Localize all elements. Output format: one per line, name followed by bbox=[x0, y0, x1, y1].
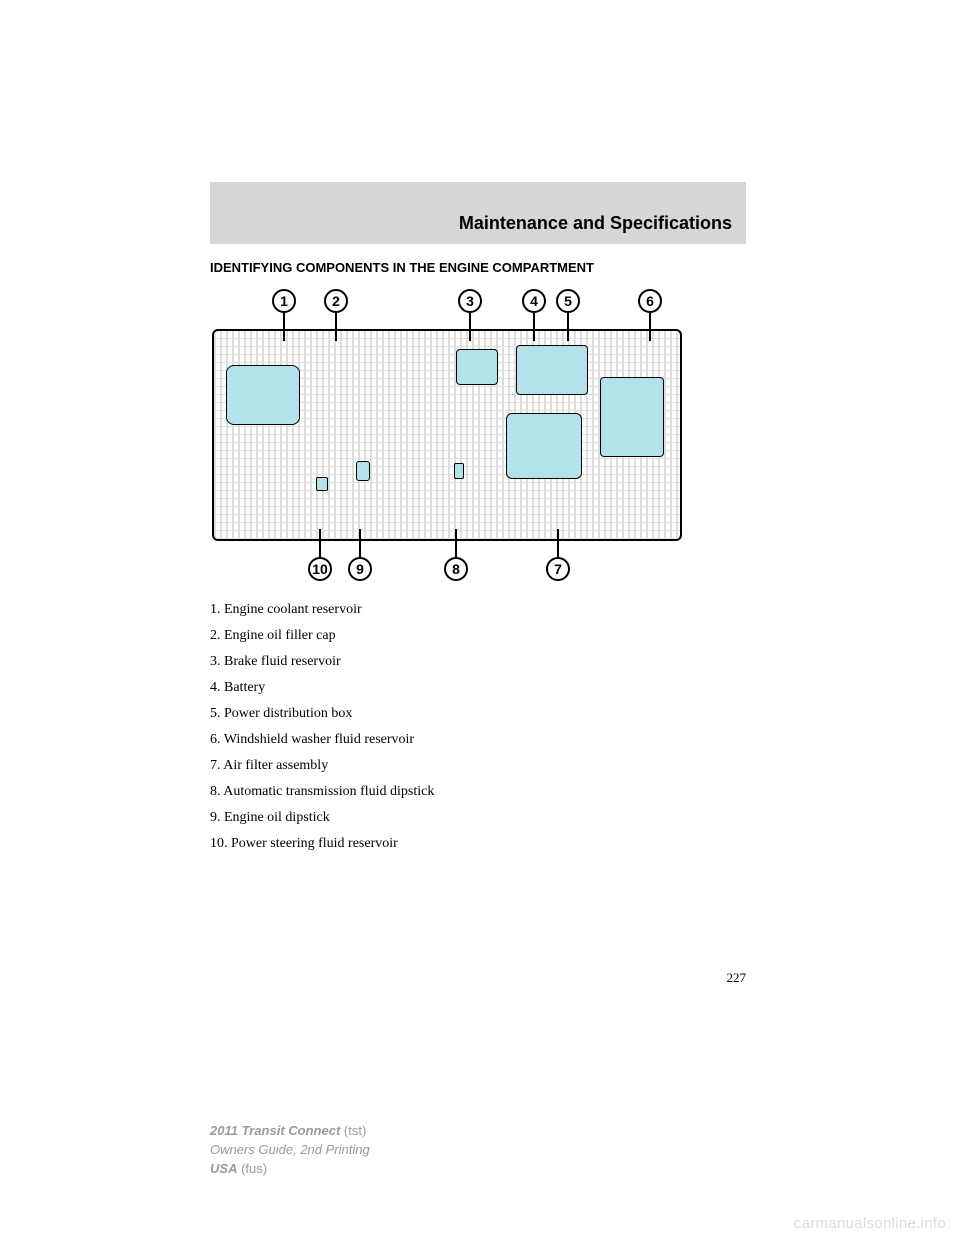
callout-leader bbox=[649, 313, 651, 341]
callout-circle: 2 bbox=[324, 289, 348, 313]
engine-part-highlight bbox=[226, 365, 300, 425]
callout-circle: 1 bbox=[272, 289, 296, 313]
callout-leader bbox=[557, 529, 559, 557]
callout-leader bbox=[283, 313, 285, 341]
callout-leader bbox=[455, 529, 457, 557]
footer-line-1: 2011 Transit Connect (tst) bbox=[210, 1122, 370, 1141]
callout-leader bbox=[469, 313, 471, 341]
watermark: carmanualsonline.info bbox=[794, 1215, 946, 1232]
callout-circle: 9 bbox=[348, 557, 372, 581]
component-item: 8. Automatic transmission fluid dipstick bbox=[210, 785, 746, 799]
section-header-bar: Maintenance and Specifications bbox=[210, 182, 746, 244]
component-item: 6. Windshield washer fluid reservoir bbox=[210, 733, 746, 747]
engine-part-highlight bbox=[456, 349, 498, 385]
component-item: 4. Battery bbox=[210, 681, 746, 695]
footer-line-2: Owners Guide, 2nd Printing bbox=[210, 1141, 370, 1160]
section-heading: IDENTIFYING COMPONENTS IN THE ENGINE COM… bbox=[210, 260, 746, 275]
engine-part-highlight bbox=[600, 377, 664, 457]
component-item: 1. Engine coolant reservoir bbox=[210, 603, 746, 617]
callout-circle: 3 bbox=[458, 289, 482, 313]
callout-circle: 10 bbox=[308, 557, 332, 581]
component-item: 9. Engine oil dipstick bbox=[210, 811, 746, 825]
component-item: 2. Engine oil filler cap bbox=[210, 629, 746, 643]
engine-part-highlight bbox=[316, 477, 328, 491]
callout-circle: 7 bbox=[546, 557, 570, 581]
callout-leader bbox=[335, 313, 337, 341]
engine-part-highlight bbox=[454, 463, 464, 479]
engine-part-highlight bbox=[506, 413, 582, 479]
page-content: Maintenance and Specifications IDENTIFYI… bbox=[210, 182, 746, 863]
callout-leader bbox=[533, 313, 535, 341]
callout-circle: 6 bbox=[638, 289, 662, 313]
footer-region: USA bbox=[210, 1161, 237, 1176]
footer-code-2: (fus) bbox=[241, 1161, 267, 1176]
engine-body bbox=[212, 329, 682, 541]
component-list: 1. Engine coolant reservoir 2. Engine oil… bbox=[210, 603, 746, 851]
section-header-title: Maintenance and Specifications bbox=[459, 213, 732, 234]
component-item: 7. Air filter assembly bbox=[210, 759, 746, 773]
callout-circle: 4 bbox=[522, 289, 546, 313]
footer-code-1: (tst) bbox=[344, 1123, 366, 1138]
callout-circle: 5 bbox=[556, 289, 580, 313]
component-item: 10. Power steering fluid reservoir bbox=[210, 837, 746, 851]
footer-line-3: USA (fus) bbox=[210, 1160, 370, 1179]
footer-model: 2011 Transit Connect bbox=[210, 1123, 340, 1138]
component-item: 3. Brake fluid reservoir bbox=[210, 655, 746, 669]
engine-diagram: 1 2 3 45 6 10 9 8 7 bbox=[212, 285, 682, 585]
component-item: 5. Power distribution box bbox=[210, 707, 746, 721]
callout-circle: 8 bbox=[444, 557, 468, 581]
page-number: 227 bbox=[727, 970, 747, 986]
callout-leader bbox=[319, 529, 321, 557]
engine-part-highlight bbox=[356, 461, 370, 481]
callout-leader bbox=[359, 529, 361, 557]
engine-part-highlight bbox=[516, 345, 588, 395]
footer: 2011 Transit Connect (tst) Owners Guide,… bbox=[210, 1122, 370, 1179]
callout-leader bbox=[567, 313, 569, 341]
